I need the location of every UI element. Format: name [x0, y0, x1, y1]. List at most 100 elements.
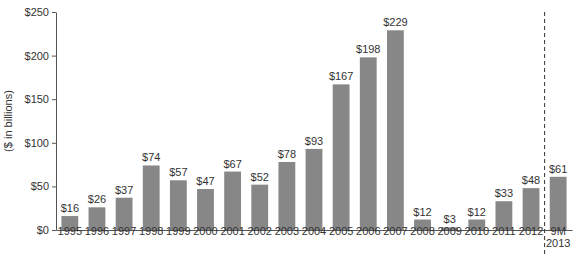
y-tick-mark — [52, 99, 56, 100]
x-tick-label-line: 2004 — [302, 225, 326, 237]
data-label: $229 — [383, 16, 407, 28]
x-tick-label-line: 2013 — [546, 237, 570, 249]
x-tick-label-line: 2009 — [437, 225, 461, 237]
x-tick-label: 1995 — [58, 225, 82, 237]
data-label: $93 — [305, 135, 323, 147]
y-tick: $250 — [25, 6, 56, 18]
bar — [170, 180, 187, 230]
data-label: $61 — [549, 163, 567, 175]
x-tick-label: 1996 — [85, 225, 109, 237]
x-tick-label: 2007 — [383, 225, 407, 237]
x-tick-label-line: 2002 — [247, 225, 271, 237]
bar — [523, 188, 540, 230]
x-tick-label-line: 1995 — [58, 225, 82, 237]
x-tick-label: 2003 — [275, 225, 299, 237]
x-tick-label: 2000 — [193, 225, 217, 237]
x-tick-label: 2006 — [356, 225, 380, 237]
bar — [360, 57, 377, 230]
x-tick: 1999 — [166, 225, 190, 237]
x-tick-label: 2008 — [410, 225, 434, 237]
x-tick: 2007 — [383, 225, 407, 237]
x-tick-label: 1997 — [112, 225, 136, 237]
x-tick-label-line: 2003 — [275, 225, 299, 237]
x-tick-label: 2005 — [329, 225, 353, 237]
data-label: $12 — [468, 206, 486, 218]
x-tick-label: 2002 — [247, 225, 271, 237]
data-label: $33 — [495, 187, 513, 199]
y-tick: $150 — [25, 93, 56, 105]
chart-svg: $0$50$100$150$200$250($ in billions)1995… — [0, 0, 580, 270]
x-tick-label-line: 2005 — [329, 225, 353, 237]
x-tick-label-line: 2001 — [220, 225, 244, 237]
x-tick-label: 2009 — [437, 225, 461, 237]
x-tick: 2008 — [410, 225, 434, 237]
y-tick-label: $100 — [25, 137, 49, 149]
data-label: $3 — [444, 213, 456, 225]
data-label: $167 — [329, 70, 353, 82]
data-label: $47 — [196, 175, 214, 187]
data-label: $78 — [278, 148, 296, 160]
y-tick-label: $150 — [25, 93, 49, 105]
x-tick: 2001 — [220, 225, 244, 237]
x-tick: 9M2013 — [546, 225, 570, 249]
y-tick-mark — [52, 143, 56, 144]
y-tick-label: $50 — [31, 180, 49, 192]
y-tick-mark — [52, 230, 56, 231]
x-tick: 2012 — [519, 225, 543, 237]
x-tick-label: 2004 — [302, 225, 326, 237]
x-tick: 1996 — [85, 225, 109, 237]
x-tick-label-line: 2008 — [410, 225, 434, 237]
y-tick-label: $0 — [37, 224, 49, 236]
x-tick-label-line: 2010 — [465, 225, 489, 237]
y-tick-mark — [52, 186, 56, 187]
x-tick: 1998 — [139, 225, 163, 237]
x-tick-label: 1999 — [166, 225, 190, 237]
x-tick-label-line: 1996 — [85, 225, 109, 237]
x-tick-label-line: 2006 — [356, 225, 380, 237]
x-tick: 2004 — [302, 225, 326, 237]
x-tick: 1995 — [58, 225, 82, 237]
bar — [251, 185, 268, 230]
bar — [197, 189, 214, 230]
bar — [143, 165, 160, 230]
x-tick: 2005 — [329, 225, 353, 237]
bar — [224, 172, 241, 230]
data-labels: $16$26$37$74$57$47$67$52$78$93$167$198$2… — [61, 16, 568, 225]
x-axis: 19951996199719981999200020012002 20032004… — [57, 225, 573, 249]
y-tick-label: $200 — [25, 50, 49, 62]
bar — [333, 84, 350, 230]
bar — [278, 162, 295, 230]
x-tick: 1997 — [112, 225, 136, 237]
bars — [61, 30, 566, 230]
data-label: $57 — [169, 166, 187, 178]
x-tick-label-line: 2012 — [519, 225, 543, 237]
bar — [306, 149, 323, 230]
x-tick: 2006 — [356, 225, 380, 237]
y-axis: $0 $50 $100 $150 $200 $250 — [25, 6, 57, 236]
bar — [550, 177, 567, 230]
data-label: $16 — [61, 202, 79, 214]
x-tick: 2003 — [275, 225, 299, 237]
x-tick-label: 9M2013 — [546, 225, 570, 249]
x-tick-label-line: 2011 — [492, 225, 516, 237]
y-tick: $200 — [25, 50, 56, 62]
y-tick: $100 — [25, 137, 56, 149]
x-tick: 2002 — [247, 225, 271, 237]
data-label: $67 — [223, 158, 241, 170]
x-tick: 2010 — [465, 225, 489, 237]
x-tick-label: 2001 — [220, 225, 244, 237]
data-label: $198 — [356, 43, 380, 55]
data-label: $37 — [115, 184, 133, 196]
y-tick: $50 — [31, 180, 56, 192]
x-tick-label-line: 1999 — [166, 225, 190, 237]
y-tick-mark — [52, 56, 56, 57]
x-tick: 2011 — [492, 225, 516, 237]
chart-container: $0$50$100$150$200$250($ in billions)1995… — [0, 0, 580, 270]
separator — [544, 12, 545, 256]
data-label: $12 — [413, 206, 431, 218]
data-label: $48 — [522, 174, 540, 186]
plot-area: $0$50$100$150$200$250($ in billions)1995… — [2, 6, 573, 256]
data-label: $26 — [88, 193, 106, 205]
y-tick-mark — [52, 12, 56, 13]
data-label: $52 — [251, 171, 269, 183]
